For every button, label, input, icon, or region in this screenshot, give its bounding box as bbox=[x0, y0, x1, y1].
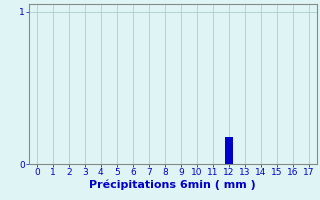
X-axis label: Précipitations 6min ( mm ): Précipitations 6min ( mm ) bbox=[89, 180, 256, 190]
Bar bbox=[225, 137, 233, 164]
